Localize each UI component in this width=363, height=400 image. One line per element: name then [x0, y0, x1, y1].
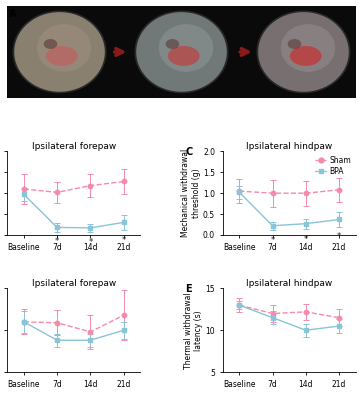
Circle shape	[281, 24, 335, 72]
Ellipse shape	[166, 39, 179, 49]
Text: *: *	[55, 238, 59, 246]
Text: E: E	[185, 284, 192, 294]
Text: *: *	[270, 236, 275, 245]
Text: *: *	[337, 232, 341, 242]
Title: Ipsilateral forepaw: Ipsilateral forepaw	[32, 142, 116, 151]
Circle shape	[14, 12, 105, 92]
Title: Ipsilateral forepaw: Ipsilateral forepaw	[32, 279, 116, 288]
Circle shape	[37, 24, 91, 72]
Circle shape	[256, 10, 351, 93]
Circle shape	[134, 10, 229, 93]
Ellipse shape	[168, 46, 200, 66]
Circle shape	[136, 12, 227, 92]
Legend: Sham, BPA: Sham, BPA	[314, 155, 352, 177]
Title: Ipsilateral hindpaw: Ipsilateral hindpaw	[246, 142, 333, 151]
Text: *: *	[88, 238, 93, 247]
Ellipse shape	[290, 46, 322, 66]
Text: *: *	[122, 236, 126, 245]
Circle shape	[159, 24, 213, 72]
Circle shape	[12, 10, 107, 93]
Ellipse shape	[46, 46, 78, 66]
Text: A: A	[9, 9, 16, 19]
Y-axis label: Thermal withdrawal
latency (s): Thermal withdrawal latency (s)	[184, 292, 203, 368]
Ellipse shape	[287, 39, 301, 49]
Title: Ipsilateral hindpaw: Ipsilateral hindpaw	[246, 279, 333, 288]
Y-axis label: Mechanical withdrawal
threshold (g): Mechanical withdrawal threshold (g)	[182, 149, 201, 237]
Text: C: C	[185, 147, 193, 157]
Text: *: *	[304, 234, 308, 244]
Circle shape	[258, 12, 349, 92]
Ellipse shape	[44, 39, 57, 49]
